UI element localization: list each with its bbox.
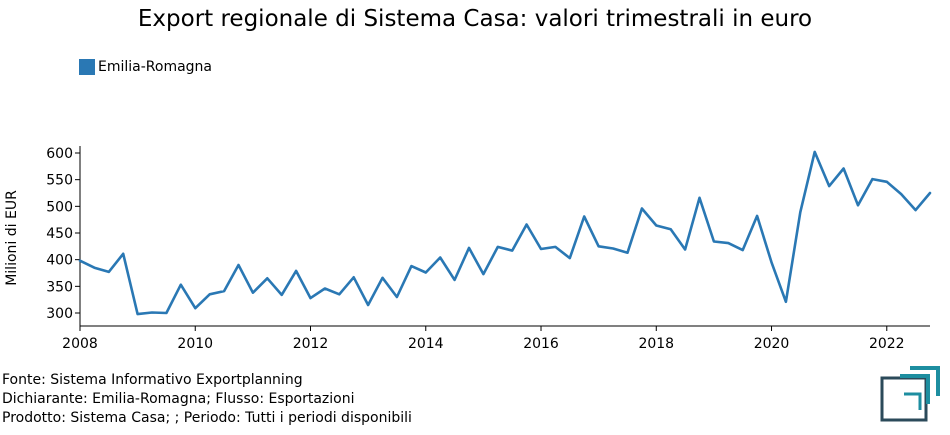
x-tick-label: 2012 xyxy=(293,336,329,352)
x-tick-label: 2016 xyxy=(523,336,559,352)
chart-title: Export regionale di Sistema Casa: valori… xyxy=(137,6,813,32)
y-axis: 300 350 400 450 500 550 600 xyxy=(46,146,81,326)
y-axis-label: Milioni di EUR xyxy=(4,190,20,286)
x-tick-label: 2014 xyxy=(408,336,444,352)
footer-source: Fonte: Sistema Informativo Exportplannin… xyxy=(2,372,303,388)
footer: Fonte: Sistema Informativo Exportplannin… xyxy=(2,371,412,428)
x-tick-label: 2022 xyxy=(869,336,905,352)
x-axis: 2008 2010 2012 2014 2016 2018 2020 2022 xyxy=(62,325,930,352)
y-tick-label: 350 xyxy=(46,279,73,295)
legend-label: Emilia-Romagna xyxy=(98,59,213,75)
y-tick-label: 300 xyxy=(46,306,73,322)
x-tick-label: 2010 xyxy=(177,336,213,352)
y-tick-label: 500 xyxy=(46,199,73,215)
x-tick-label: 2008 xyxy=(62,336,98,352)
legend: Emilia-Romagna xyxy=(79,59,212,75)
legend-swatch xyxy=(79,59,95,75)
y-tick-label: 450 xyxy=(46,226,73,242)
series-layer xyxy=(78,150,932,316)
exportplanning-logo-icon xyxy=(880,366,940,422)
footer-product: Prodotto: Sistema Casa; ; Periodo: Tutti… xyxy=(2,410,412,426)
x-tick-label: 2020 xyxy=(754,336,790,352)
y-tick-label: 550 xyxy=(46,173,73,189)
y-tick-label: 600 xyxy=(46,146,73,162)
series-line-emilia-romagna xyxy=(78,150,932,316)
footer-declarant: Dichiarante: Emilia-Romagna; Flusso: Esp… xyxy=(2,391,355,407)
y-tick-label: 400 xyxy=(46,253,73,269)
x-tick-label: 2018 xyxy=(638,336,674,352)
